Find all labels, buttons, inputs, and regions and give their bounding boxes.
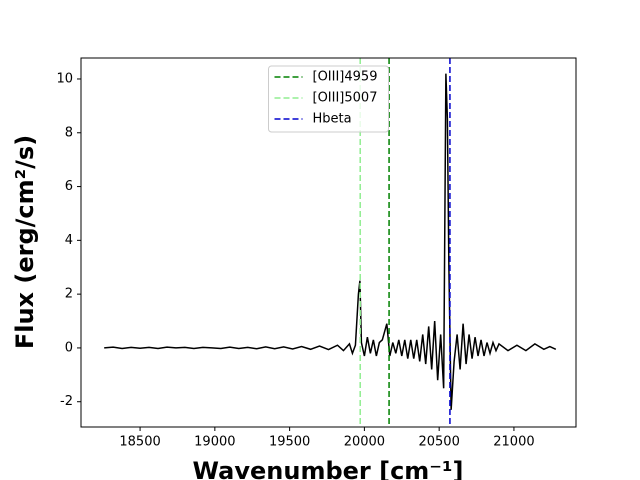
y-tick-label: 8 [65, 125, 73, 140]
x-tick-label: 19000 [194, 435, 235, 450]
x-tick-label: 21000 [493, 435, 534, 450]
legend-label: [OIII]4959 [313, 70, 378, 85]
legend-box [268, 65, 389, 133]
x-tick-label: 20000 [344, 435, 385, 450]
x-tick-label: 19500 [269, 435, 310, 450]
y-tick-label: 0 [65, 340, 73, 355]
data-line [104, 73, 557, 410]
y-tick-label: 10 [56, 71, 73, 86]
x-tick-label: 20500 [418, 435, 459, 450]
y-axis-label: Flux (erg/cm²/s) [11, 135, 39, 349]
y-tick-label: 4 [65, 233, 73, 248]
x-tick-label: 18500 [119, 435, 160, 450]
y-tick-label: 6 [65, 179, 73, 194]
legend-label: Hbeta [313, 112, 352, 127]
legend-label: [OIII]5007 [313, 91, 378, 106]
y-tick-label: -2 [60, 394, 73, 409]
x-axis-label: Wavenumber [cm⁻¹] [193, 457, 464, 480]
y-tick-label: 2 [65, 287, 73, 302]
plot-frame [80, 57, 577, 428]
